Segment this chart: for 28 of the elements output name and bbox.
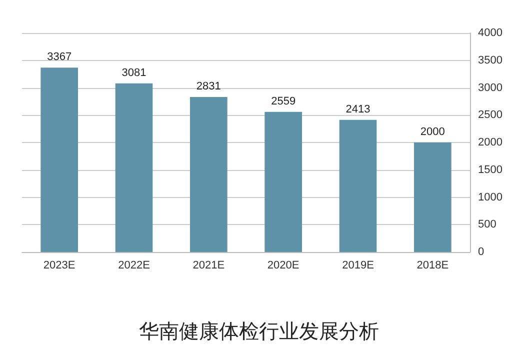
data-label: 2413 [346,103,370,116]
x-tick-label: 2020E [267,260,300,272]
x-tick-label: 2018E [416,260,449,272]
y-tick-label: 1000 [478,191,502,204]
bar [190,97,228,252]
bar [40,68,78,252]
bar [339,120,377,252]
data-label: 3367 [47,51,72,64]
bar [264,112,302,252]
data-label: 2000 [420,126,445,138]
data-label: 2831 [196,80,221,93]
y-tick-label: 0 [478,246,484,258]
data-label: 3081 [122,66,146,79]
bar [414,142,452,252]
x-tick-label: 2022E [118,260,150,272]
bar [115,83,153,252]
y-tick-label: 4000 [478,27,502,39]
x-tick-label: 2023E [43,260,76,272]
y-tick-label: 2000 [478,136,502,148]
y-tick-label: 3000 [478,82,502,94]
y-tick-label: 3500 [478,54,502,66]
x-tick-label: 2021E [192,260,225,272]
y-tick-label: 1500 [478,164,502,176]
text: 华南健康体检行业发展分析 [139,319,379,343]
data-label: 2559 [271,95,296,108]
x-tick-label: 2019E [342,260,374,272]
y-tick-label: 500 [478,218,496,231]
y-tick-label: 2500 [478,109,502,122]
